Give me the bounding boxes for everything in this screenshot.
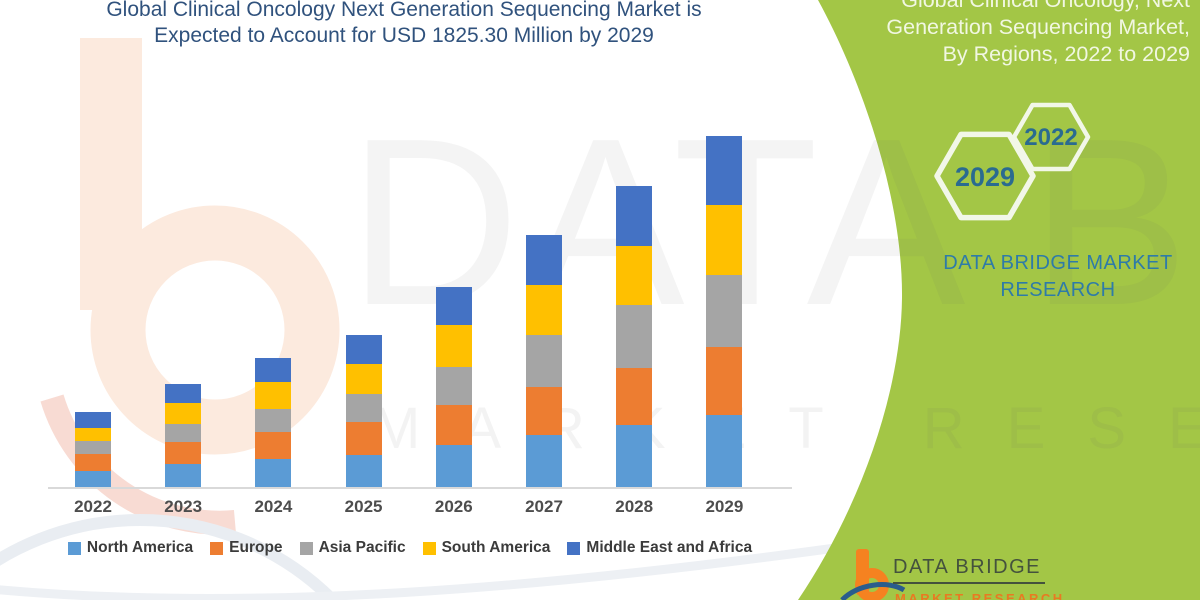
legend-swatch-icon: [567, 541, 581, 555]
bar-2028-europe: [616, 368, 653, 426]
footer-sub-text: MARKET RESEARCH: [895, 591, 1065, 600]
bar-2027-north-america: [526, 435, 562, 487]
legend-swatch-icon: [299, 541, 313, 555]
x-axis-label-2025: 2025: [344, 497, 383, 516]
bar-2023-middle-east-and-africa: [165, 383, 202, 403]
bar-2029-europe: [706, 347, 743, 416]
chart-title: Global Clinical Oncology Next Generation…: [28, 0, 780, 49]
bar-2025-middle-east-and-africa: [345, 335, 382, 364]
bar-2026-europe: [435, 405, 472, 446]
bar-2023-north-america: [165, 463, 202, 487]
bar-2022-north-america: [75, 471, 111, 487]
bar-2023-europe: [165, 442, 202, 464]
bar-2022-middle-east-and-africa: [75, 412, 111, 428]
panel-brand-line2: RESEARCH: [1000, 279, 1116, 301]
bar-2028-south-america: [616, 246, 653, 306]
bar-2029-north-america: [706, 415, 743, 487]
footer-b-stem: [856, 549, 869, 595]
x-axis-label-2023: 2023: [164, 497, 203, 516]
bar-2024-north-america: [255, 458, 292, 487]
panel-heading-line2: Generation Sequencing Market,: [886, 15, 1190, 39]
bar-2027-south-america: [526, 285, 562, 336]
bar-2024-asia-pacific: [255, 408, 292, 432]
x-axis-line: [48, 487, 792, 489]
bar-2025-europe: [345, 422, 382, 456]
bar-2025-north-america: [345, 455, 382, 487]
x-axis-label-2026: 2026: [434, 497, 473, 516]
bar-2027-europe: [526, 387, 562, 436]
bar-2026-north-america: [435, 445, 472, 487]
bar-2029-middle-east-and-africa: [706, 136, 743, 206]
bar-2024-south-america: [255, 382, 292, 409]
legend-label: Europe: [229, 539, 283, 556]
chart-title-line2: Expected to Account for USD 1825.30 Mill…: [154, 24, 654, 47]
panel-heading-line1: Global Clinical Oncology, Next: [901, 0, 1190, 12]
legend-label: Middle East and Africa: [586, 539, 753, 556]
legend-item-middle-east-and-africa: Middle East and Africa: [567, 539, 752, 557]
bar-2028-north-america: [616, 425, 653, 487]
bar-2028-asia-pacific: [616, 305, 653, 369]
bar-2027-middle-east-and-africa: [526, 235, 562, 286]
legend-label: Asia Pacific: [318, 539, 406, 556]
bar-2024-europe: [255, 432, 292, 459]
x-axis-label-2028: 2028: [615, 497, 654, 516]
legend-item-south-america: South America: [422, 539, 551, 557]
watermark-tagline-text: MARKET RESEARCH: [372, 396, 1200, 461]
panel-brand: DATA BRIDGE MARKET RESEARCH: [920, 250, 1196, 304]
legend-item-europe: Europe: [210, 539, 283, 557]
bar-2028-middle-east-and-africa: [616, 186, 653, 247]
bar-2025-south-america: [345, 363, 382, 394]
footer-b-bowl: [855, 568, 889, 600]
x-axis-label-2024: 2024: [254, 497, 293, 516]
chart-title-line1: Global Clinical Oncology Next Generation…: [106, 0, 702, 21]
legend-item-north-america: North America: [67, 539, 194, 557]
x-axis-label-2022: 2022: [74, 497, 112, 516]
bar-2026-middle-east-and-africa: [435, 287, 472, 326]
legend-item-asia-pacific: Asia Pacific: [299, 539, 406, 557]
bar-2022-south-america: [75, 427, 111, 442]
x-axis-label-2027: 2027: [525, 497, 563, 516]
x-axis-label-2029: 2029: [705, 497, 744, 516]
panel-heading-line3: By Regions, 2022 to 2029: [942, 42, 1190, 66]
panel-heading: Global Clinical Oncology, Next Generatio…: [770, 0, 1190, 68]
legend-swatch-icon: [422, 541, 436, 555]
bar-2022-asia-pacific: [75, 441, 111, 455]
bar-2022-europe: [75, 454, 111, 472]
footer-brand-text: DATA BRIDGE: [893, 556, 1046, 584]
bar-2023-south-america: [165, 402, 202, 424]
bar-2024-middle-east-and-africa: [255, 357, 292, 382]
chart-legend: North America Europe Asia Pacific South Ame…: [0, 539, 820, 557]
legend-swatch-icon: [210, 541, 224, 555]
bar-2027-asia-pacific: [526, 335, 562, 387]
bar-2026-south-america: [435, 325, 472, 367]
bar-2029-asia-pacific: [706, 275, 743, 348]
panel-brand-line1: DATA BRIDGE MARKET: [943, 252, 1173, 274]
legend-label: North America: [86, 539, 194, 556]
stacked-bar-chart: 2022 2023 2024 2025 2026 2027 2028 2029: [48, 136, 792, 516]
legend-swatch-icon: [67, 541, 81, 555]
bar-2025-asia-pacific: [345, 393, 382, 422]
bar-2026-asia-pacific: [435, 367, 472, 406]
bar-2029-south-america: [706, 205, 743, 276]
bar-2023-asia-pacific: [165, 423, 202, 442]
legend-label: South America: [441, 539, 551, 556]
